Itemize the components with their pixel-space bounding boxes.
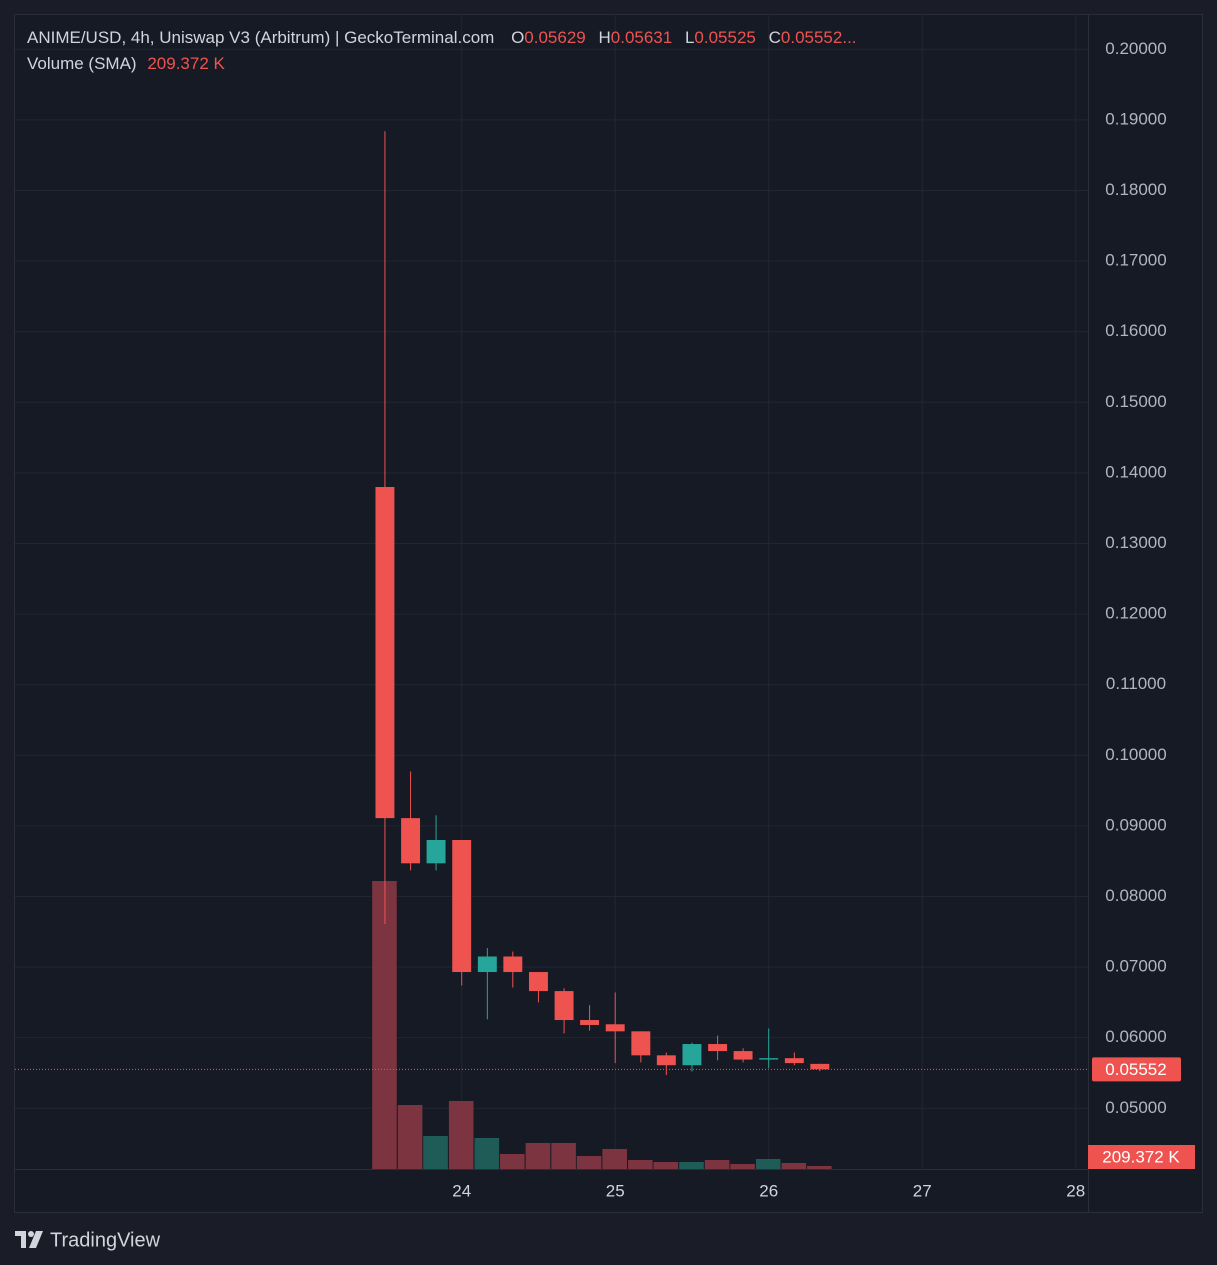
candle-body <box>784 1058 804 1064</box>
candle-body <box>580 1020 600 1025</box>
volume-tag-label: 209.372 K <box>1102 1147 1180 1166</box>
candle-body <box>759 1058 779 1060</box>
ohlc-value: 0.05525 <box>694 28 755 47</box>
volume-bar <box>807 1166 832 1169</box>
chart-title: ANIME/USD, 4h, Uniswap V3 (Arbitrum) | G… <box>27 28 494 47</box>
ohlc-key: H <box>598 28 610 47</box>
candle-body <box>708 1044 728 1052</box>
y-tick-label: 0.15000 <box>1105 392 1166 411</box>
y-tick-label: 0.13000 <box>1105 533 1166 552</box>
candle-body <box>528 972 548 992</box>
candle-body <box>401 818 421 864</box>
volume-tag <box>1088 1145 1195 1169</box>
y-tick-label: 0.11000 <box>1106 674 1166 693</box>
volume-bar <box>448 1101 474 1169</box>
ohlc-value: 0.05629 <box>524 28 585 47</box>
logo-part <box>29 1231 43 1248</box>
volume-bar <box>704 1160 730 1169</box>
candle-body <box>605 1024 625 1032</box>
y-tick-label: 0.14000 <box>1105 462 1166 481</box>
y-tick-label: 0.18000 <box>1105 180 1166 199</box>
candle-body <box>375 487 395 819</box>
volume-bar <box>679 1162 704 1169</box>
volume-bar <box>755 1159 781 1169</box>
candle-body <box>503 956 523 973</box>
volume-bar <box>781 1163 807 1169</box>
x-tick-label: 24 <box>452 1181 471 1200</box>
y-tick-label: 0.10000 <box>1105 745 1166 764</box>
y-tick-label: 0.19000 <box>1105 109 1166 128</box>
brand-name: TradingView <box>50 1229 161 1251</box>
volume-bar <box>730 1164 755 1169</box>
candle-body <box>656 1055 676 1066</box>
ohlc-value: 0.05631 <box>611 28 672 47</box>
y-tick-label: 0.20000 <box>1105 39 1166 58</box>
volume-bar <box>525 1143 551 1169</box>
axes: 0.05000 0.06000 0.07000 0.08000 0.09000 0.100… <box>15 39 1195 1200</box>
volume-bar <box>500 1154 525 1169</box>
y-tick-label: 0.17000 <box>1105 251 1166 270</box>
x-tick-label: 26 <box>759 1181 778 1200</box>
ohlc-key: C <box>769 28 781 47</box>
y-tick-label: 0.09000 <box>1105 815 1166 834</box>
candle-body <box>631 1031 651 1056</box>
candle-body <box>810 1063 830 1070</box>
x-tick-label: 25 <box>606 1181 625 1200</box>
volume-bar <box>397 1105 423 1169</box>
candles <box>375 131 830 1076</box>
y-tick-label: 0.08000 <box>1105 886 1166 905</box>
y-tick-label: 0.06000 <box>1105 1027 1166 1046</box>
volume-name: Volume (SMA) <box>27 54 137 73</box>
x-tick-label: 27 <box>913 1181 932 1200</box>
y-tick-label: 0.12000 <box>1105 604 1166 623</box>
volume-pane <box>372 881 832 1169</box>
volume-bar <box>628 1160 653 1169</box>
volume-bar <box>602 1149 627 1169</box>
ohlc-key: L <box>685 28 694 47</box>
ohlc-key: O <box>511 28 524 47</box>
y-tick-label: 0.07000 <box>1105 957 1166 976</box>
chart-frame <box>14 14 1203 1213</box>
y-tick-label: 0.16000 <box>1105 321 1166 340</box>
volume-bar <box>423 1136 448 1169</box>
ohlc-value: 0.05552 <box>781 28 842 47</box>
last-price-label: 0.05552 <box>1105 1060 1166 1079</box>
volume-bar <box>551 1143 576 1169</box>
candle-body <box>426 840 446 864</box>
x-tick-label: 28 <box>1066 1181 1085 1200</box>
ellipsis: ... <box>842 28 856 47</box>
candle-body <box>554 991 574 1021</box>
legend-row: ANIME/USD, 4h, Uniswap V3 (Arbitrum) | G… <box>27 28 857 47</box>
volume-bar <box>372 881 397 1169</box>
volume-legend: Volume (SMA) 209.372 K <box>27 54 226 73</box>
candle-body <box>733 1051 753 1060</box>
brand-logo <box>15 1231 43 1248</box>
volume-value: 209.372 K <box>147 54 225 73</box>
volume-bar <box>653 1162 679 1169</box>
candle-body <box>682 1044 702 1066</box>
candle-body <box>477 956 497 973</box>
volume-bar <box>576 1156 602 1169</box>
logo-part <box>15 1231 26 1248</box>
y-tick-label: 0.05000 <box>1105 1098 1166 1117</box>
candle-body <box>452 840 472 973</box>
last-price-tag <box>1092 1057 1181 1082</box>
grid <box>15 14 1088 1169</box>
volume-bar <box>474 1138 500 1169</box>
logo-part <box>28 1231 34 1237</box>
